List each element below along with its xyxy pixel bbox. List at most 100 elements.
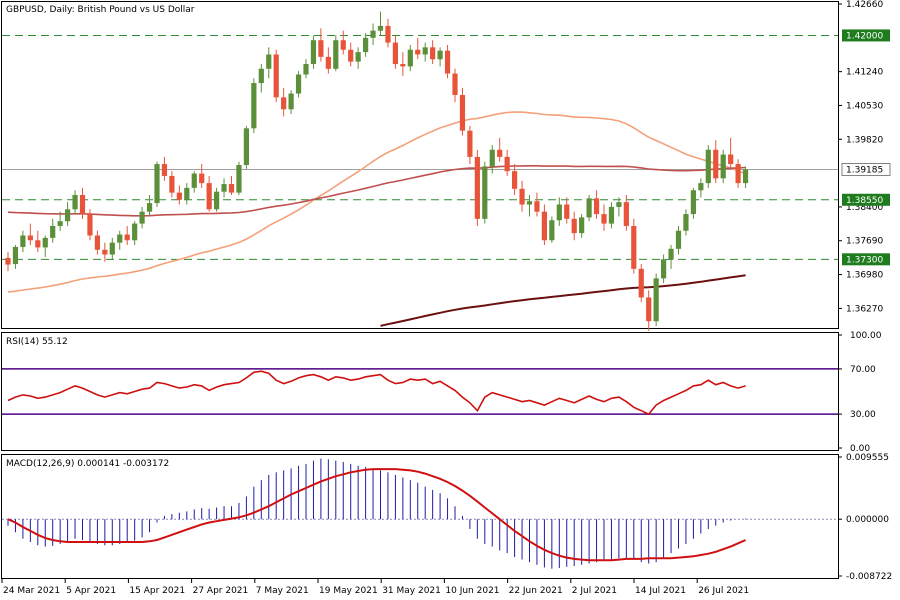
candle-body <box>184 187 190 200</box>
candle <box>27 223 33 246</box>
candle <box>720 149 726 184</box>
macd-axis: 0.009555 0.000000 -0.008722 <box>838 453 892 582</box>
candle <box>161 156 168 181</box>
candle <box>459 87 466 136</box>
candle <box>571 211 577 241</box>
candle-body <box>355 52 361 62</box>
rsi-indicator <box>2 368 838 416</box>
price-axis: 1.42660 1.41240 1.40530 1.39820 1.38400 1.376… <box>838 0 891 314</box>
candle <box>50 218 56 243</box>
price-tick-label: 1.36270 <box>846 304 883 314</box>
candle <box>564 197 570 224</box>
candle <box>5 252 11 272</box>
price-tick-label: 1.38400 <box>846 203 883 213</box>
candle-body <box>102 249 108 255</box>
price-tick-label: 1.37690 <box>846 237 883 247</box>
candle <box>377 11 384 36</box>
date-tick-label: 10 Jun 2021 <box>445 586 499 596</box>
candle-body <box>333 40 339 69</box>
candle-body <box>94 235 100 250</box>
candle <box>35 230 41 253</box>
price-tick-label: 1.42660 <box>846 0 883 10</box>
candle-body <box>348 49 354 62</box>
candle-body <box>87 214 93 236</box>
candle <box>340 30 346 55</box>
candle-body <box>415 49 421 55</box>
macd-indicator <box>2 458 838 569</box>
candle <box>661 254 667 284</box>
candle-body <box>653 278 659 322</box>
candle <box>586 195 592 222</box>
candle-body <box>579 217 585 234</box>
candle-body <box>5 257 11 265</box>
candle <box>310 35 317 69</box>
candles <box>5 11 749 331</box>
candle-body <box>340 40 346 50</box>
candle-body <box>109 242 115 255</box>
candle <box>348 42 354 67</box>
date-tick-label: 24 Mar 2021 <box>3 586 60 596</box>
candle-body <box>50 225 56 238</box>
price-tick-label: 1.41240 <box>846 68 883 78</box>
candle-body <box>161 164 168 176</box>
candle <box>370 23 376 45</box>
candle <box>407 44 413 72</box>
level-tag <box>842 253 890 266</box>
candle <box>653 273 659 326</box>
candle-body <box>400 64 406 67</box>
candle <box>228 175 235 196</box>
macd-pane-frame <box>1 454 839 579</box>
level-tag <box>842 193 890 206</box>
candle <box>422 42 428 62</box>
candle-body <box>504 156 510 172</box>
date-tick-label: 15 Apr 2021 <box>129 586 185 596</box>
date-tick-label: 5 Apr 2021 <box>66 586 116 596</box>
candle-body <box>12 246 19 265</box>
candle <box>601 204 607 231</box>
candle <box>236 161 242 196</box>
candle-body <box>214 191 220 210</box>
candle <box>303 59 309 79</box>
date-tick-label: 2 Jul 2021 <box>572 586 617 596</box>
candle-body <box>601 214 607 224</box>
candle <box>273 49 279 103</box>
candle <box>482 161 488 224</box>
candle <box>132 221 138 246</box>
ma-mid-line <box>7 165 746 217</box>
candle-body <box>124 234 130 241</box>
candle <box>87 209 93 241</box>
candle-body <box>221 184 227 192</box>
candle <box>415 37 421 60</box>
candle-body <box>452 73 458 95</box>
candle-body <box>430 47 436 60</box>
date-tick-label: 14 Jul 2021 <box>635 586 686 596</box>
candle-body <box>668 248 674 260</box>
rsi-tick-label: 70.00 <box>850 365 876 375</box>
candle <box>139 206 145 229</box>
candle-body <box>258 68 264 84</box>
date-tick-label: 26 Jul 2021 <box>698 586 749 596</box>
candle <box>318 28 324 62</box>
candle <box>281 87 287 117</box>
candle <box>534 192 540 217</box>
candle <box>512 164 518 196</box>
candle-body <box>497 149 503 157</box>
candle-body <box>169 175 175 193</box>
candle <box>690 187 696 219</box>
price-tick-label: 1.36980 <box>846 271 883 281</box>
candle-body <box>638 268 644 298</box>
candle <box>206 175 212 212</box>
candle-body <box>370 30 376 38</box>
candle <box>392 35 398 69</box>
rsi-axis: 100.00 70.00 30.00 0.00 <box>838 331 882 454</box>
candle-body <box>392 42 398 65</box>
candle-body <box>325 56 331 69</box>
candle-body <box>228 184 235 193</box>
candle <box>258 64 264 93</box>
candle-body <box>310 40 317 65</box>
candle <box>683 209 689 236</box>
candle <box>169 171 175 198</box>
candle-body <box>526 201 533 205</box>
